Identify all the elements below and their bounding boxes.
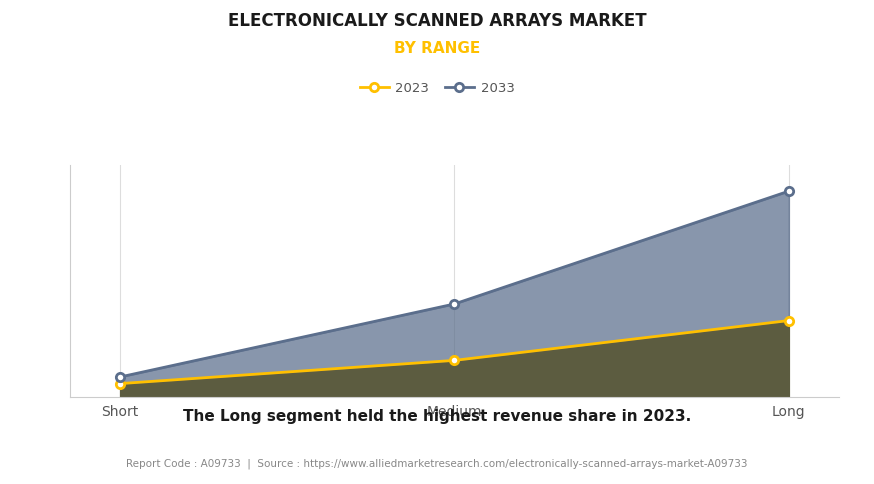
Text: ELECTRONICALLY SCANNED ARRAYS MARKET: ELECTRONICALLY SCANNED ARRAYS MARKET xyxy=(228,12,646,30)
Text: Report Code : A09733  |  Source : https://www.alliedmarketresearch.com/electroni: Report Code : A09733 | Source : https://… xyxy=(126,459,748,469)
Legend: 2023, 2033: 2023, 2033 xyxy=(354,77,520,100)
Text: The Long segment held the highest revenue share in 2023.: The Long segment held the highest revenu… xyxy=(183,409,691,424)
Text: BY RANGE: BY RANGE xyxy=(394,41,480,56)
